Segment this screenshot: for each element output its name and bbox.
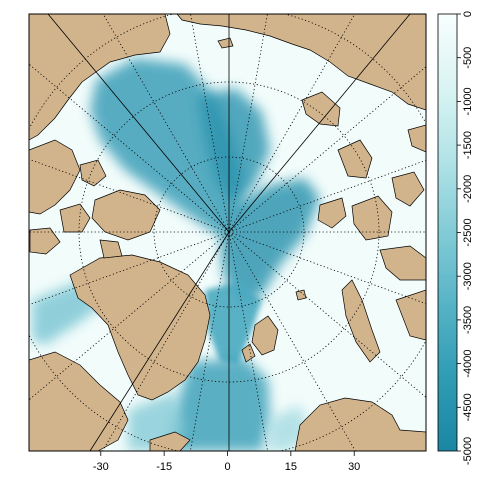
colorbar-tick-label: -2500 [462, 218, 474, 246]
colorbar-tick-label: -3000 [462, 262, 474, 290]
x-tick-label: -30 [93, 461, 109, 473]
meridian-solid-line [47, 14, 230, 233]
labrador-land [29, 351, 129, 451]
devon-island [59, 203, 91, 233]
eurasian-basin [220, 178, 320, 305]
x-tick-label: 0 [224, 461, 230, 473]
russia-coast-land [395, 289, 426, 341]
depth-shading [32, 58, 320, 451]
canadian-archipelago-island [351, 195, 393, 241]
ellesmere-island [91, 189, 161, 241]
colorbar-tick-label: -500 [462, 47, 474, 69]
colorbar-axis: 0 -500 -1000 -1500 -2000 -2500 -3000 -3500 -4000… [457, 11, 474, 465]
canadian-archipelago-island [379, 245, 426, 281]
colorbar-tick-label: -1000 [462, 87, 474, 115]
alaska-tip [407, 124, 426, 153]
colorbar-tick-label: 0 [462, 11, 474, 17]
svalbard-island [251, 315, 279, 356]
colorbar: 0 -500 -1000 -1500 -2000 -2500 -3000 -3500 -4000… [437, 11, 474, 465]
canadian-archipelago-island [99, 239, 123, 259]
iceland-land [149, 431, 191, 451]
alaska-canada-land [176, 14, 426, 111]
colorbar-tick-label: -1500 [462, 131, 474, 159]
reference-lines [47, 14, 411, 451]
colorbar-bar [437, 13, 458, 452]
novaya-zemlya [341, 279, 381, 363]
colorbar-tick-label: -3500 [462, 306, 474, 334]
canadian-archipelago-island [301, 91, 341, 127]
x-tick-label: -15 [156, 461, 172, 473]
colorbar-tick-label: -5000 [462, 437, 474, 465]
canadian-archipelago-island [29, 227, 61, 255]
x-axis: -30 -15 0 15 30 [93, 451, 360, 473]
x-tick-label: 15 [285, 461, 297, 473]
baffin-island [29, 139, 81, 215]
colorbar-tick-label: -4500 [462, 393, 474, 421]
canadian-archipelago-island [317, 197, 347, 229]
meridian-solid-line [228, 14, 411, 233]
meridian-solid-line [89, 231, 230, 451]
colorbar-tick-label: -2000 [462, 175, 474, 203]
colorbar-tick-label: -4000 [462, 350, 474, 378]
greenland-land [69, 254, 211, 401]
fram-strait [205, 282, 262, 365]
makarov-basin [198, 88, 270, 205]
scandinavia-land [294, 397, 426, 451]
canadian-archipelago-island [337, 139, 373, 179]
canadian-archipelago-island [79, 159, 107, 187]
canadian-archipelago-island [391, 171, 425, 207]
franz-josef-island [295, 289, 307, 301]
svalbard-island [241, 343, 256, 363]
land-masses [29, 14, 426, 451]
x-tick-label: 30 [348, 461, 360, 473]
